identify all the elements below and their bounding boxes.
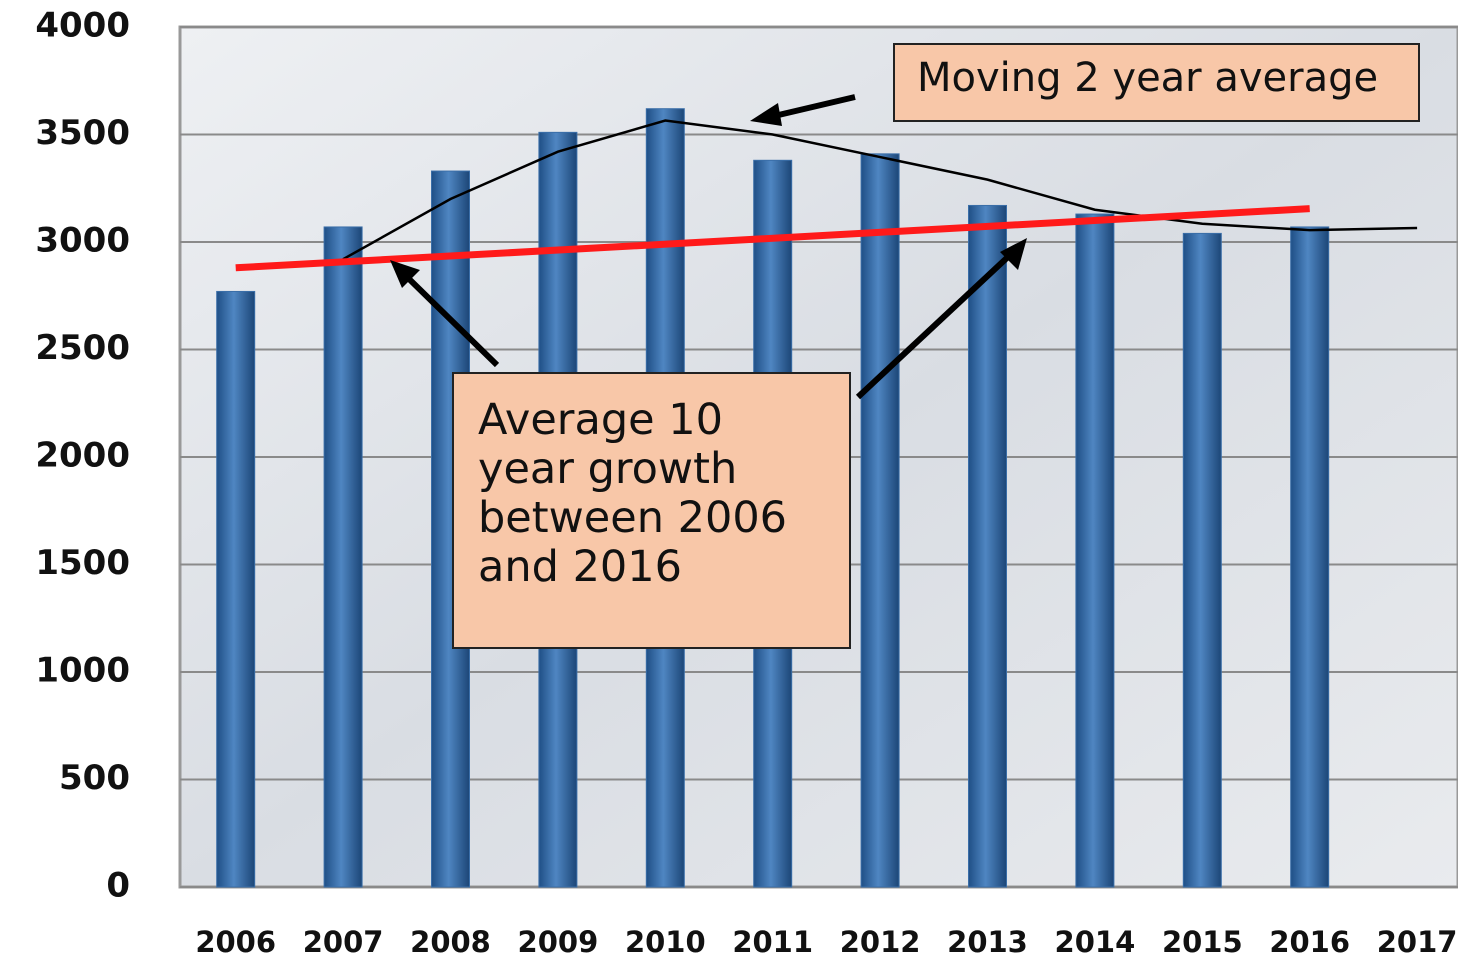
- bar: [860, 153, 900, 888]
- y-tick-label: 3000: [35, 221, 130, 261]
- y-tick-label: 500: [59, 758, 130, 798]
- moving-average-line: [342, 119, 1418, 261]
- y-tick-label: 3500: [35, 113, 130, 153]
- x-tick-label: 2013: [947, 925, 1028, 959]
- x-tick-label: 2007: [303, 925, 384, 959]
- y-tick-label: 1500: [35, 543, 130, 583]
- annotation-text: Moving 2 year average: [917, 55, 1379, 101]
- bar: [216, 290, 256, 888]
- y-tick-label: 1000: [35, 651, 130, 691]
- annotation-box: Moving 2 year average: [893, 43, 1420, 122]
- annotation-text: year growth: [478, 444, 738, 494]
- x-tick-label: 2006: [195, 925, 276, 959]
- x-tick-label: 2017: [1377, 925, 1458, 959]
- x-tick-label: 2014: [1055, 925, 1136, 959]
- bar: [968, 204, 1007, 888]
- annotation-box: Average 10 year growth between 2006 and 201…: [452, 372, 851, 649]
- y-tick-label: 0: [106, 866, 130, 906]
- x-tick-label: 2012: [840, 925, 921, 959]
- arrows: [390, 94, 1027, 400]
- bar: [323, 226, 363, 888]
- x-tick-label: 2009: [518, 925, 599, 959]
- y-tick-label: 2000: [35, 436, 130, 476]
- annotation-text: and 2016: [478, 542, 682, 592]
- x-tick-label: 2016: [1269, 925, 1350, 959]
- bar: [1290, 226, 1330, 888]
- bar: [1075, 213, 1115, 888]
- annotation-text: between 2006: [478, 493, 788, 543]
- x-tick-label: 2011: [732, 925, 813, 959]
- annotation-text: Average 10: [478, 395, 723, 445]
- x-tick-label: 2008: [410, 925, 491, 959]
- bar: [1182, 232, 1222, 888]
- y-tick-label: 4000: [35, 6, 130, 46]
- y-tick-label: 2500: [35, 328, 130, 368]
- x-tick-label: 2015: [1162, 925, 1243, 959]
- x-tick-label: 2010: [625, 925, 706, 959]
- trend-line: [235, 205, 1310, 272]
